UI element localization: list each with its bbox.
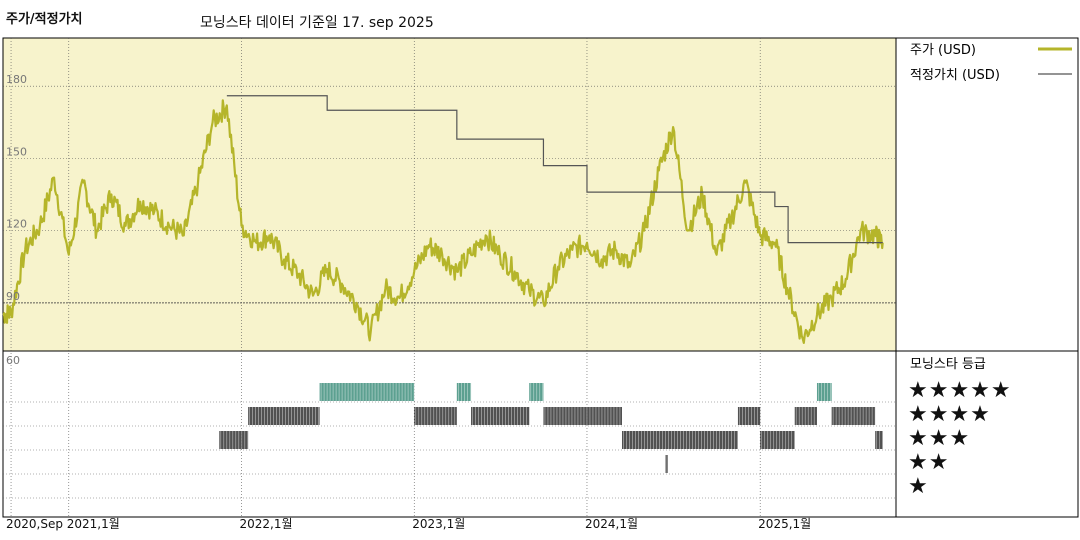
y-tick-label: 150 <box>6 145 27 158</box>
rating-bar-3-star <box>621 431 738 449</box>
rating-bar-fill <box>737 407 761 425</box>
rating-bar-fill <box>414 407 457 425</box>
rating-grid-layer <box>3 401 896 499</box>
x-tick-label: 2024,1월 <box>585 517 638 531</box>
x-tick-label: 2025,1월 <box>758 517 811 531</box>
price-plot-area <box>3 38 896 351</box>
rating-bar-fill <box>543 407 622 425</box>
rating-bar-fill <box>794 407 817 425</box>
rating-bar-fill <box>831 407 876 425</box>
star-row-3: ★★★ <box>908 426 971 451</box>
x-tick-layer: 2020,Sep 2021,1월 2022,1월 2023,1월 2024,1월 2025… <box>6 517 811 531</box>
rating-bar-5-star <box>456 383 472 401</box>
rating-bar-5-star <box>529 383 544 401</box>
rating-bar-fill <box>760 431 795 449</box>
rating-bar-fill <box>621 431 738 449</box>
rating-bar-3-star <box>219 431 249 449</box>
star-row-1: ★ <box>908 474 929 499</box>
rating-legend-box <box>895 350 1079 518</box>
x-tick-label: 2020,Sep <box>6 517 63 531</box>
price-series-line <box>2 99 884 344</box>
star-row-2: ★★ <box>908 450 950 475</box>
chart-subtitle: 모닝스타 데이터 기준일 17. sep 2025 <box>200 15 434 31</box>
chart-title: 주가/적정가치 <box>6 12 83 27</box>
rating-bar-4-star <box>414 407 457 425</box>
x-tick-label: 2022,1월 <box>240 517 293 531</box>
y-tick-label: 90 <box>6 290 20 303</box>
star-row-5: ★★★★★ <box>908 378 1012 403</box>
rating-axis-label: 60 <box>6 354 20 367</box>
fair-value-step-line <box>226 95 883 244</box>
x-tick-label: 2021,1월 <box>67 517 120 531</box>
star-row-4: ★★★★ <box>908 402 991 427</box>
legend-box <box>895 37 1079 352</box>
rating-bar-4-star <box>471 407 530 425</box>
rating-bar-3-star <box>760 431 796 449</box>
rating-bar-5-star <box>816 383 832 401</box>
rating-bar-4-star <box>543 407 622 425</box>
rating-bar-fill <box>529 383 544 401</box>
series-layer <box>2 95 884 344</box>
rating-bar-3-star <box>875 431 884 449</box>
rating-bar-fill <box>456 383 472 401</box>
rating-bar-4-star <box>794 407 817 425</box>
rating-bar-fill <box>875 431 883 449</box>
y-tick-label: 120 <box>6 218 27 231</box>
rating-bar-5-star <box>319 383 415 401</box>
rating-legend-title: 모닝스타 등급 <box>910 357 986 372</box>
y-tick-label: 180 <box>6 73 27 86</box>
rating-bars-layer <box>219 383 884 473</box>
legend-fair-label: 적정가치 (USD) <box>910 68 1000 83</box>
rating-bar-4-star <box>737 407 761 425</box>
y-tick-layer: 90 120 150 180 <box>6 73 27 303</box>
rating-bar-4-star <box>831 407 876 425</box>
x-tick-label: 2023,1월 <box>412 517 465 531</box>
rating-bar-4-star <box>248 407 320 425</box>
rating-bar-fill <box>319 383 415 401</box>
rating-bar-2-star <box>665 455 668 473</box>
legend-price-label: 주가 (USD) <box>910 43 976 58</box>
rating-bar-fill <box>248 407 320 425</box>
